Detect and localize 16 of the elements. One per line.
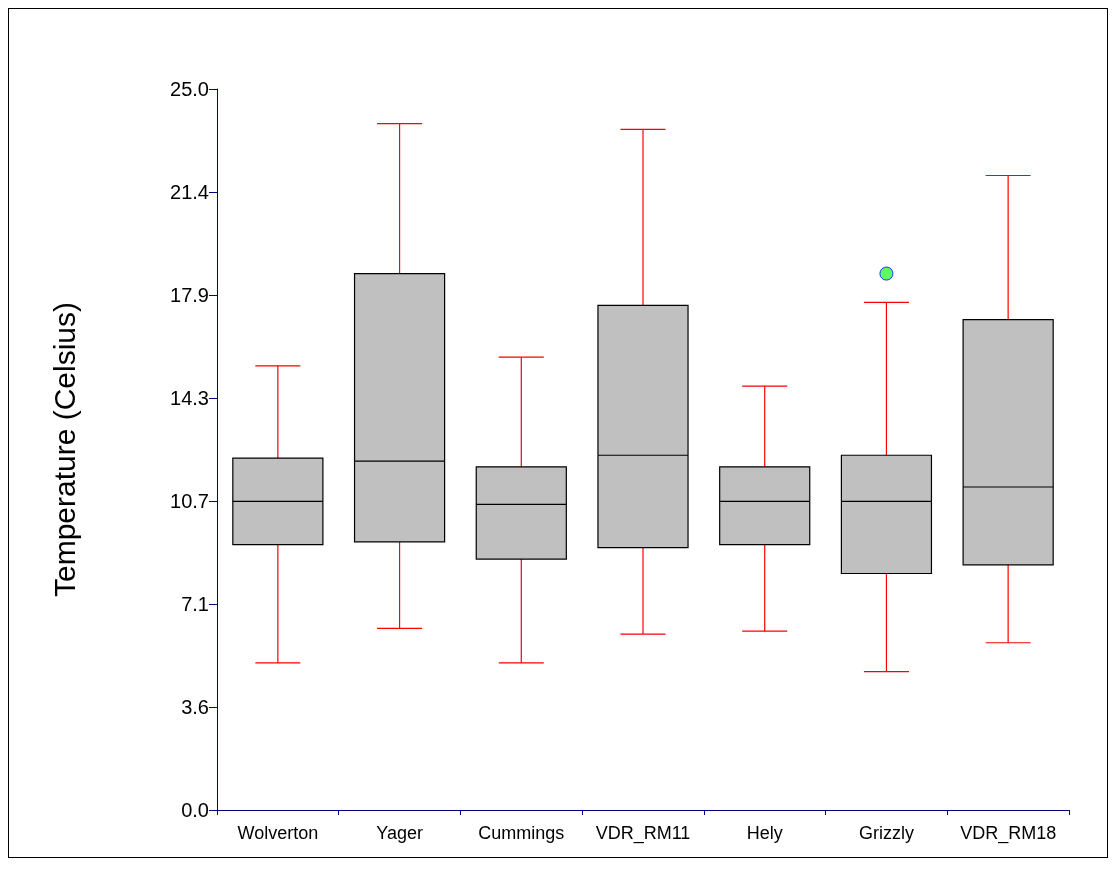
- x-tick-label: VDR_RM18: [960, 823, 1057, 844]
- y-tick-label: 3.6: [181, 696, 209, 718]
- y-tick-label: 21.4: [170, 181, 209, 203]
- x-tick-label: Hely: [746, 823, 783, 843]
- y-tick-label: 10.7: [170, 490, 209, 512]
- y-tick-label: 0.0: [181, 799, 209, 821]
- y-tick-label: 14.3: [170, 387, 209, 409]
- x-tick-label: Wolverton: [237, 823, 319, 843]
- x-tick-label: Grizzly: [858, 823, 914, 843]
- y-tick-label: 7.1: [181, 593, 209, 615]
- y-tick-label: 17.9: [170, 284, 209, 306]
- y-axis-title: Temperature (Celsius): [47, 301, 81, 598]
- y-tick-label: 25.0: [170, 78, 209, 100]
- x-tick-label: VDR_RM11: [595, 823, 691, 844]
- x-tick-label: Yager: [376, 823, 423, 843]
- x-tick-label: Cummings: [478, 823, 565, 843]
